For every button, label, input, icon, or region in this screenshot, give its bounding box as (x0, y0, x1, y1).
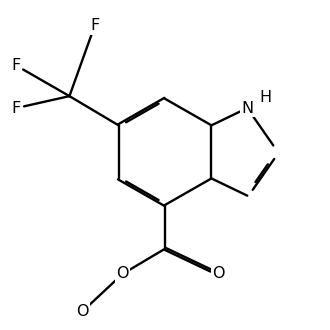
Text: O: O (116, 267, 129, 281)
Text: F: F (90, 18, 99, 33)
Text: F: F (12, 58, 21, 73)
Text: O: O (212, 267, 224, 281)
Text: N: N (241, 101, 253, 115)
Text: F: F (12, 101, 21, 115)
Text: O: O (77, 304, 89, 319)
Text: H: H (260, 90, 272, 105)
